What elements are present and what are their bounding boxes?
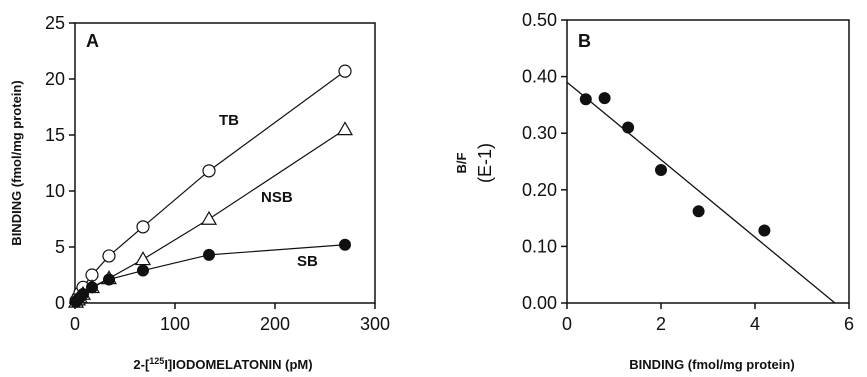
panel-a-y-tick-label: 5	[55, 237, 65, 257]
panel-a-y-tick-label: 0	[55, 293, 65, 313]
data-point-sb	[86, 281, 98, 294]
panel-b-chart: B B/F (E-1) BINDING (fmol/mg protein) 0 2…	[454, 10, 854, 372]
data-point-sb	[137, 264, 149, 277]
panel-a-y-tick-label: 10	[45, 181, 65, 201]
panel-b-x-axis-label: BINDING (fmol/mg protein)	[629, 357, 794, 372]
panel-b-y-axis-unit: (E-1)	[475, 143, 495, 183]
data-point-sb	[103, 273, 115, 286]
data-point-sb	[77, 288, 89, 301]
data-point-tb	[202, 164, 216, 178]
data-point-tb	[102, 249, 116, 263]
panel-b-plot-frame	[566, 19, 850, 304]
panel-b-x-tick-label: 2	[656, 314, 666, 334]
panel-a-chart: A BINDING (fmol/mg protein) 2-[125I]IODO…	[9, 13, 390, 372]
panel-b-x-tick-label: 4	[750, 314, 760, 334]
panel-a-y-tick-label: 15	[45, 125, 65, 145]
panel-b-y-tick-label: 0.50	[522, 10, 557, 30]
panel-b-y-tick-label: 0.10	[522, 236, 557, 256]
data-point-data	[579, 93, 592, 106]
data-point-data	[655, 163, 667, 176]
panel-b-y-tick-label: 0.20	[522, 180, 557, 200]
data-point-data	[622, 121, 635, 134]
panel-a-y-tick-label: 20	[45, 69, 65, 89]
data-point-data	[758, 224, 771, 237]
panel-b-y-tick-label: 0.40	[522, 67, 557, 87]
regression-fit-line	[566, 81, 836, 304]
panel-b-y-tick-label: 0.00	[522, 293, 557, 313]
panel-a-y-tick-label: 25	[45, 13, 65, 33]
data-point-tb	[338, 64, 352, 78]
data-point-nsb	[336, 121, 354, 136]
data-point-nsb	[200, 210, 218, 225]
panel-a-y-axis-label: BINDING (fmol/mg protein)	[9, 80, 24, 245]
panel-a-x-tick-label: 300	[360, 314, 390, 334]
data-point-sb	[203, 248, 215, 261]
panel-a-plot-frame	[74, 22, 376, 304]
panel-b-x-tick-label: 6	[844, 314, 854, 334]
series-label-tb: TB	[219, 112, 239, 129]
data-point-nsb	[134, 251, 152, 266]
panel-b-y-axis-label: B/F	[454, 152, 469, 173]
panel-b-label: B	[578, 31, 591, 51]
panel-b-y-tick-label: 0.30	[522, 123, 557, 143]
series-label-nsb: NSB	[261, 189, 293, 206]
data-point-data	[598, 92, 611, 105]
panel-a-x-axis-label: 2-[125I]IODOMELATONIN (pM)	[133, 356, 312, 372]
panel-b-x-tick-label: 0	[562, 314, 572, 334]
panel-a-x-tick-label: 0	[70, 314, 80, 334]
panel-a-x-tick-label: 200	[260, 314, 290, 334]
series-label-sb: SB	[297, 253, 318, 270]
panel-a-label: A	[86, 31, 99, 51]
panel-a-x-tick-label: 100	[160, 314, 190, 334]
data-point-sb	[339, 238, 351, 251]
data-point-tb	[136, 220, 150, 234]
data-point-data	[692, 205, 705, 218]
